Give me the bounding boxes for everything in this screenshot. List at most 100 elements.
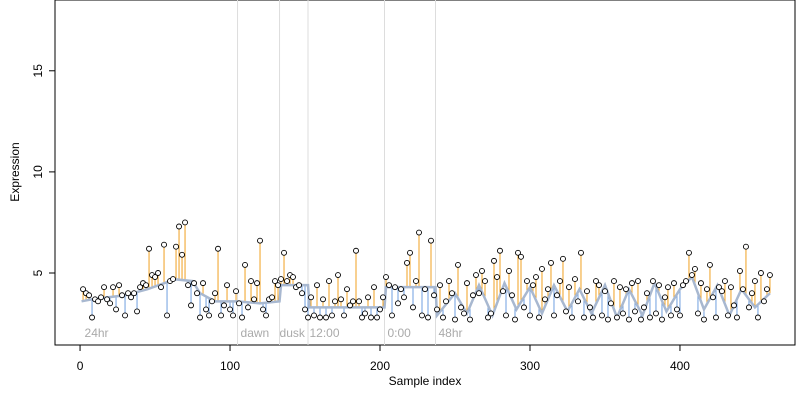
annotation: 12:00 — [310, 326, 340, 340]
point — [641, 304, 647, 311]
point — [458, 304, 464, 311]
point — [452, 316, 458, 323]
point — [152, 274, 158, 281]
point — [692, 266, 698, 272]
point — [200, 280, 206, 287]
point — [125, 290, 131, 297]
x-tick-label: 300 — [520, 359, 540, 373]
point — [158, 284, 164, 291]
point — [134, 308, 140, 315]
point — [683, 278, 689, 285]
point — [764, 286, 770, 293]
point — [449, 290, 455, 297]
point — [740, 286, 746, 293]
point — [710, 294, 716, 301]
point — [737, 268, 743, 274]
point — [419, 312, 425, 319]
point — [590, 314, 596, 321]
point — [722, 278, 728, 285]
point — [233, 288, 239, 295]
point — [350, 298, 356, 305]
point — [608, 300, 614, 307]
point — [485, 314, 491, 321]
point — [557, 278, 563, 285]
point — [761, 298, 767, 305]
point — [563, 308, 569, 315]
point — [701, 316, 707, 323]
point — [164, 312, 170, 319]
annotation: 0:00 — [388, 326, 412, 340]
point — [503, 312, 509, 319]
point — [512, 316, 518, 323]
point — [677, 312, 683, 319]
point — [230, 312, 236, 319]
point — [107, 300, 113, 307]
point — [659, 316, 665, 323]
point — [347, 302, 353, 309]
point — [584, 288, 590, 295]
point — [431, 292, 437, 299]
point — [596, 282, 602, 289]
point — [551, 312, 557, 319]
point — [752, 278, 758, 285]
point — [110, 284, 116, 291]
point — [665, 284, 671, 291]
point — [476, 290, 482, 297]
point — [251, 296, 257, 303]
point — [554, 292, 560, 299]
point — [326, 278, 332, 285]
point — [629, 280, 635, 287]
point — [602, 288, 608, 295]
point — [329, 312, 335, 319]
point — [368, 314, 374, 321]
point — [539, 266, 545, 272]
point — [404, 259, 410, 266]
point — [335, 272, 341, 278]
point — [542, 296, 548, 303]
point — [101, 284, 107, 291]
point — [467, 316, 473, 323]
point — [338, 296, 344, 303]
point — [443, 298, 449, 305]
point — [410, 304, 416, 311]
point — [227, 306, 233, 313]
point — [281, 249, 287, 256]
point — [263, 312, 269, 319]
point — [491, 257, 497, 264]
point — [179, 251, 185, 258]
point — [614, 314, 620, 321]
point — [560, 255, 566, 262]
point — [707, 261, 713, 268]
point — [437, 282, 443, 289]
point — [455, 261, 461, 268]
point — [569, 314, 575, 321]
point — [488, 310, 494, 317]
point — [173, 243, 179, 250]
point — [191, 280, 197, 287]
point — [668, 312, 674, 319]
point — [182, 219, 188, 226]
point — [392, 284, 398, 291]
point — [767, 272, 773, 278]
x-tick-label: 0 — [77, 359, 84, 373]
point — [425, 314, 431, 321]
annotation: 24hr — [85, 326, 109, 340]
point — [128, 294, 134, 301]
point — [545, 286, 551, 293]
point — [296, 282, 302, 289]
point — [713, 314, 719, 321]
point — [446, 278, 452, 285]
point — [209, 298, 215, 305]
point — [497, 247, 503, 254]
point — [611, 278, 617, 285]
point — [440, 314, 446, 321]
point — [113, 306, 119, 313]
point — [80, 286, 86, 293]
point — [461, 310, 467, 317]
point — [524, 278, 530, 285]
point — [389, 312, 395, 319]
point — [353, 247, 359, 254]
x-axis-label: Sample index — [389, 374, 462, 388]
point — [494, 274, 500, 281]
point — [380, 294, 386, 301]
